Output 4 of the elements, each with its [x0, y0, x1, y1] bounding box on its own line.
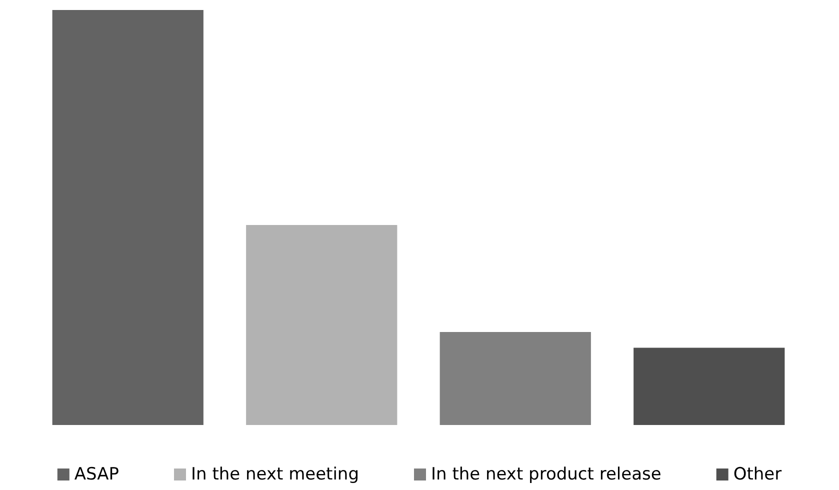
legend-label: In the next meeting [191, 464, 360, 484]
legend-label: In the next product release [431, 464, 662, 484]
legend-label: Other [733, 464, 782, 484]
legend-label: ASAP [74, 464, 120, 484]
